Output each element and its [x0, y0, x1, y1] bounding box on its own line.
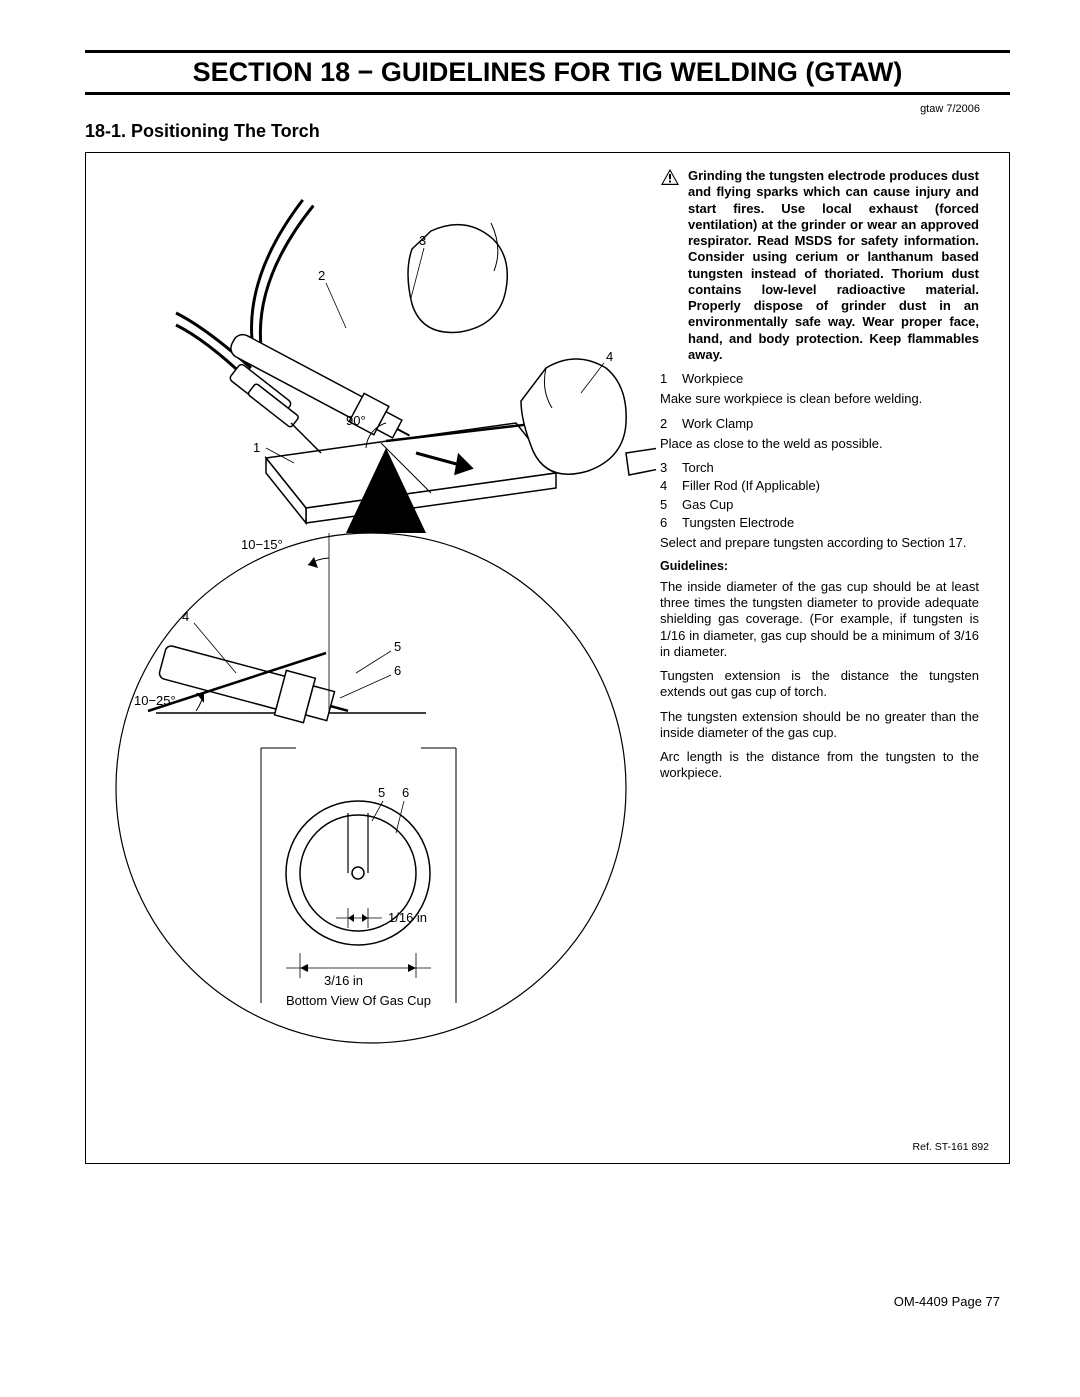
callout-5-mid: 5	[394, 639, 401, 654]
middle-detail	[148, 533, 426, 733]
callout-angle-b: 10−25°	[134, 693, 176, 708]
guidelines-p2: Tungsten extension is the distance the t…	[660, 668, 979, 701]
content-frame: 2 3 1 4 90° 10−15° 10−25° 4 5 6 5 6 1/16…	[85, 152, 1010, 1164]
guidelines-p4: Arc length is the distance from the tung…	[660, 749, 979, 782]
desc-tungsten: Select and prepare tungsten according to…	[660, 535, 979, 551]
bottom-detail	[261, 748, 456, 1003]
item-5: 5Gas Cup	[660, 497, 979, 513]
guidelines-p3: The tungsten extension should be no grea…	[660, 709, 979, 742]
page-footer: OM-4409 Page 77	[85, 1294, 1010, 1309]
ref-bottom: Ref. ST-161 892	[913, 1141, 989, 1153]
document-page: SECTION 18 − GUIDELINES FOR TIG WELDING …	[0, 0, 1080, 1397]
callout-1: 1	[253, 440, 260, 455]
warning-icon	[660, 168, 682, 186]
guidelines-p1: The inside diameter of the gas cup shoul…	[660, 579, 979, 660]
top-illustration	[176, 198, 656, 533]
callout-dim-116: 1/16 in	[388, 910, 427, 925]
item-6: 6Tungsten Electrode	[660, 515, 979, 531]
callout-4-top: 4	[606, 349, 613, 364]
desc-workpiece: Make sure workpiece is clean before weld…	[660, 391, 979, 407]
callout-6-mid: 6	[394, 663, 401, 678]
item-4: 4Filler Rod (If Applicable)	[660, 478, 979, 494]
callout-angle-a: 10−15°	[241, 537, 283, 552]
text-column: Grinding the tungsten electrode produces…	[656, 153, 1009, 1163]
callout-4-mid: 4	[182, 609, 189, 624]
item-3: 3Torch	[660, 460, 979, 476]
diagram-area: 2 3 1 4 90° 10−15° 10−25° 4 5 6 5 6 1/16…	[86, 153, 656, 1163]
gas-cup-caption: Bottom View Of Gas Cup	[286, 993, 431, 1008]
item-1: 1Workpiece	[660, 371, 979, 387]
callout-3: 3	[419, 233, 426, 248]
callout-90deg: 90°	[346, 413, 366, 428]
callout-5-bot: 5	[378, 785, 385, 800]
desc-clamp: Place as close to the weld as possible.	[660, 436, 979, 452]
guidelines-heading: Guidelines:	[660, 559, 979, 575]
warning-block: Grinding the tungsten electrode produces…	[660, 168, 979, 363]
callout-2: 2	[318, 268, 325, 283]
subsection-title: 18-1. Positioning The Torch	[85, 121, 1010, 142]
warning-text: Grinding the tungsten electrode produces…	[688, 168, 979, 363]
callout-dim-316: 3/16 in	[324, 973, 363, 988]
parts-list: 1Workpiece Make sure workpiece is clean …	[660, 371, 979, 551]
doc-reference-top: gtaw 7/2006	[85, 103, 1010, 115]
section-title: SECTION 18 − GUIDELINES FOR TIG WELDING …	[85, 50, 1010, 95]
item-2: 2Work Clamp	[660, 416, 979, 432]
callout-6-bot: 6	[402, 785, 409, 800]
